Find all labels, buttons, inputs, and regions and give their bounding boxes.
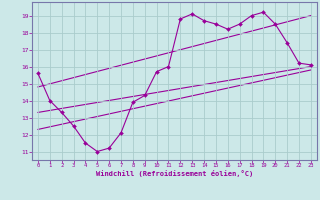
X-axis label: Windchill (Refroidissement éolien,°C): Windchill (Refroidissement éolien,°C) xyxy=(96,170,253,177)
